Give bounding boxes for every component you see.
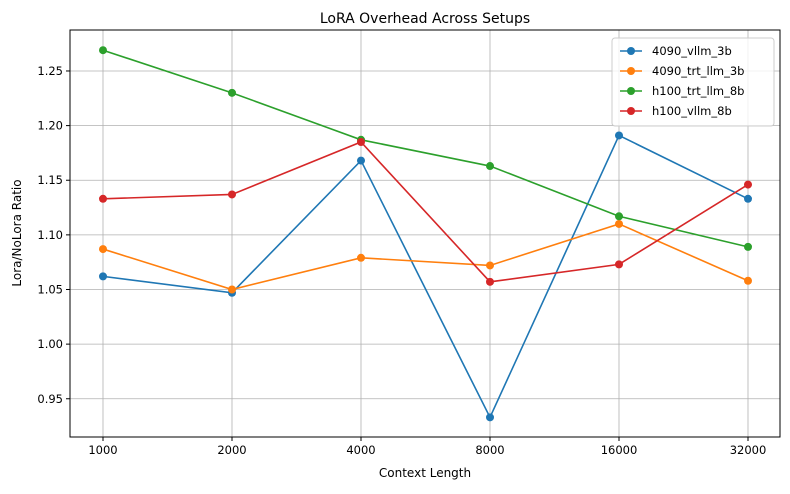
plot-frame <box>69 29 781 438</box>
legend-box <box>611 37 775 127</box>
y-tick-label: 1.15 <box>37 173 63 187</box>
y-tick-label: 0.95 <box>37 392 63 406</box>
legend: 4090_vllm_3b 4090_trt_llm_3b h100_trt_llm_… <box>611 37 775 127</box>
data-point-h100_vllm_8b <box>228 190 236 199</box>
data-point-h100_trt_llm_8b <box>615 212 623 221</box>
data-point-4090_trt_llm_3b <box>744 276 752 285</box>
legend-label: h100_trt_llm_8b <box>652 84 744 98</box>
legend-marker <box>627 87 635 95</box>
y-axis-label: Lora/NoLora Ratio <box>10 179 24 286</box>
data-point-4090_vllm_3b <box>486 413 494 422</box>
y-tick-label: 1.10 <box>37 228 63 242</box>
data-point-h100_vllm_8b <box>486 277 494 286</box>
legend-marker <box>627 67 635 75</box>
data-point-h100_trt_llm_8b <box>486 162 494 171</box>
data-point-h100_vllm_8b <box>744 180 752 189</box>
x-tick-label: 8000 <box>475 443 504 457</box>
data-point-4090_vllm_3b <box>615 131 623 140</box>
series-lines <box>99 46 752 422</box>
data-point-h100_vllm_8b <box>99 194 107 203</box>
data-point-4090_vllm_3b <box>357 156 365 165</box>
legend-label: 4090_trt_llm_3b <box>652 64 744 78</box>
data-point-4090_trt_llm_3b <box>357 253 365 262</box>
x-tick-label: 16000 <box>601 443 638 457</box>
legend-marker <box>627 107 635 115</box>
y-tick-label: 1.00 <box>37 337 63 351</box>
x-tick-label: 4000 <box>346 443 375 457</box>
series-line-4090_trt_llm_3b <box>102 223 749 291</box>
data-point-h100_trt_llm_8b <box>99 46 107 55</box>
data-point-4090_trt_llm_3b <box>486 261 494 270</box>
x-tick-label: 2000 <box>217 443 246 457</box>
chart-title: LoRA Overhead Across Setups <box>320 11 530 27</box>
data-point-4090_trt_llm_3b <box>228 285 236 294</box>
x-axis-label: Context Length <box>379 466 471 480</box>
x-tick-label: 1000 <box>88 443 117 457</box>
y-tick-label: 1.20 <box>37 119 63 133</box>
series-line-4090_vllm_3b <box>102 134 749 420</box>
data-point-h100_vllm_8b <box>615 260 623 269</box>
data-point-4090_vllm_3b <box>99 272 107 281</box>
legend-label: h100_vllm_8b <box>652 104 732 118</box>
data-point-h100_trt_llm_8b <box>744 242 752 251</box>
ticks: 1000 2000 4000 8000 16000 32000 0.95 1.00 1.05 1.… <box>37 64 766 457</box>
x-tick-label: 32000 <box>730 443 767 457</box>
y-tick-label: 1.05 <box>37 282 63 296</box>
data-point-h100_trt_llm_8b <box>228 88 236 97</box>
series-line-h100_trt_llm_8b <box>102 49 749 248</box>
data-point-4090_trt_llm_3b <box>99 245 107 254</box>
data-point-h100_vllm_8b <box>357 137 365 146</box>
series-line-h100_vllm_8b <box>102 141 749 283</box>
legend-marker <box>627 47 635 55</box>
y-tick-label: 1.25 <box>37 64 63 78</box>
legend-label: 4090_vllm_3b <box>652 44 732 58</box>
data-point-4090_trt_llm_3b <box>615 219 623 228</box>
data-point-4090_vllm_3b <box>744 194 752 203</box>
